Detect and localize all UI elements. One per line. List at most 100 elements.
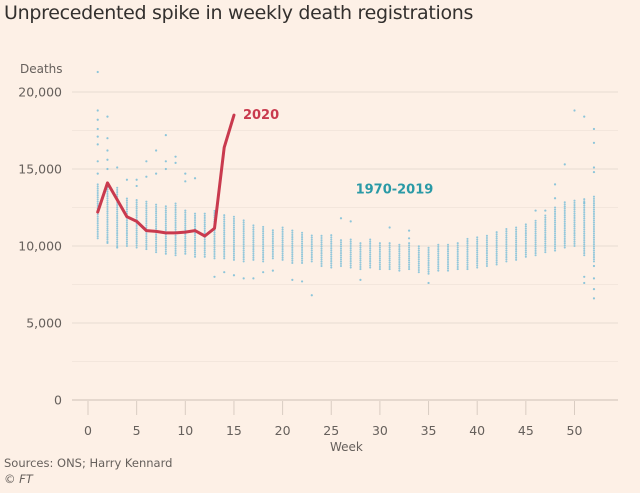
data-point [193, 214, 197, 217]
data-point [184, 250, 187, 253]
data-point [106, 197, 109, 200]
data-point [573, 232, 576, 235]
data-point [310, 234, 313, 237]
data-point [242, 245, 245, 248]
data-point [495, 256, 498, 260]
data-point [193, 223, 197, 226]
data-point [125, 210, 128, 213]
data-point-outlier [359, 278, 362, 281]
data-point [369, 266, 372, 269]
data-point [330, 244, 333, 248]
x-tick-label: 10 [177, 423, 193, 438]
data-point [232, 243, 235, 246]
data-point [408, 257, 411, 260]
data-point [476, 242, 479, 245]
data-point [524, 227, 527, 230]
data-point-outlier [563, 163, 566, 166]
data-point [223, 244, 226, 247]
y-tick-label: 15,000 [18, 162, 62, 177]
data-point [485, 262, 488, 265]
data-point [515, 226, 518, 229]
data-point [252, 232, 255, 236]
data-point [592, 247, 596, 250]
data-point [155, 212, 158, 215]
data-point [125, 234, 128, 237]
data-point [330, 249, 333, 252]
data-point [534, 239, 537, 242]
data-point [515, 258, 518, 261]
data-point-outlier [592, 264, 596, 268]
data-point [592, 253, 596, 256]
data-point [106, 227, 109, 230]
data-point [417, 260, 420, 263]
data-point [534, 252, 537, 255]
data-point [437, 263, 440, 266]
data-point [456, 244, 459, 247]
data-point [106, 195, 109, 198]
data-point [184, 237, 187, 240]
data-point [184, 213, 187, 216]
data-point-outlier [106, 158, 109, 161]
data-point [534, 245, 537, 248]
data-point-outlier [125, 178, 129, 181]
data-point [524, 242, 527, 245]
data-point [505, 238, 508, 241]
data-point [583, 217, 586, 220]
data-point [320, 245, 323, 248]
data-point-outlier [407, 229, 411, 232]
data-point [563, 246, 566, 249]
data-point [96, 232, 99, 236]
data-point [125, 225, 128, 228]
data-point [485, 245, 488, 248]
data-point [155, 233, 158, 236]
data-point [106, 192, 109, 195]
data-point [427, 255, 430, 258]
data-point [281, 248, 284, 251]
data-point [553, 212, 557, 216]
data-point [446, 263, 450, 266]
data-point-outlier [96, 118, 99, 121]
data-point [544, 225, 547, 228]
x-axis: 0 5 10 15 20 25 30 35 40 45 50 [84, 401, 582, 438]
data-point [106, 190, 109, 193]
data-point [388, 246, 391, 249]
data-point [301, 244, 304, 247]
data-point [456, 257, 459, 260]
data-point-outlier [252, 277, 255, 280]
data-point [125, 221, 128, 224]
data-point [359, 263, 362, 266]
data-point [553, 206, 557, 209]
data-point [495, 237, 498, 240]
data-point [534, 219, 537, 222]
data-point [155, 238, 158, 241]
data-point [437, 243, 440, 246]
data-point [232, 248, 235, 251]
data-point [427, 270, 430, 273]
data-point [301, 259, 304, 262]
data-point [456, 242, 459, 245]
data-point-outlier [106, 115, 109, 118]
data-point [446, 243, 450, 246]
data-point [223, 248, 226, 251]
data-point [583, 243, 586, 246]
data-point [145, 215, 148, 218]
data-point [369, 260, 372, 263]
data-point [446, 245, 450, 248]
data-point [553, 219, 557, 222]
data-point [223, 246, 226, 249]
data-point [437, 265, 440, 268]
data-point [184, 246, 187, 249]
data-point [242, 260, 245, 263]
data-point [544, 238, 547, 241]
data-point [291, 244, 294, 247]
data-point [515, 245, 518, 248]
data-point [155, 220, 158, 224]
data-point [223, 233, 226, 236]
data-point [553, 240, 557, 244]
data-point-outlier [271, 269, 274, 272]
data-point [592, 225, 596, 228]
data-point-outlier [184, 172, 187, 175]
data-point [242, 251, 245, 254]
data-point [388, 248, 391, 251]
data-point [476, 253, 479, 256]
